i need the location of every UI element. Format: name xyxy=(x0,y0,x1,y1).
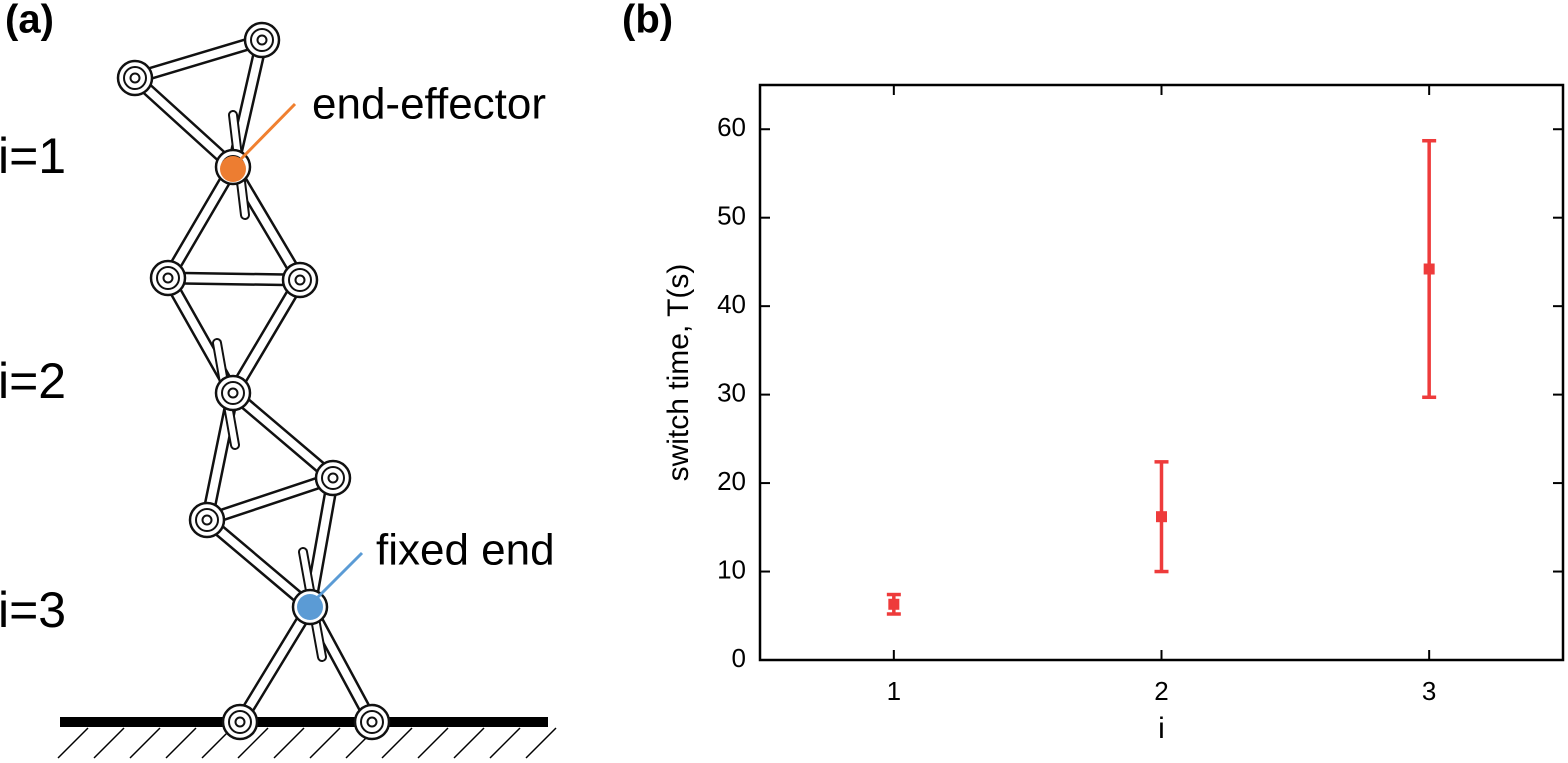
leader-line xyxy=(238,102,297,162)
link-inner xyxy=(131,74,237,171)
joint-ring xyxy=(123,66,147,90)
plot-frame xyxy=(758,83,1565,662)
joint-ring xyxy=(228,710,252,734)
x-axis-label: i xyxy=(1158,712,1165,745)
y-tick-label: 60 xyxy=(717,112,746,142)
end-effector-point xyxy=(220,156,246,182)
fixed-end-point xyxy=(297,594,323,620)
annotation: end-effector xyxy=(312,80,546,129)
joint-ring xyxy=(156,266,180,290)
panel-label: (a) xyxy=(5,0,54,42)
y-axis-label: switch time, T(s) xyxy=(662,264,695,482)
joint-ring xyxy=(221,381,245,405)
annotation: fixed end xyxy=(376,526,555,575)
joint-core xyxy=(162,272,174,284)
joint-ring xyxy=(195,508,219,532)
x-tick-label: 1 xyxy=(887,676,901,706)
chart: 0 10 20 30 40 50 60 1 2 3 i switch time, T(s) xyxy=(662,83,1565,745)
link-inner xyxy=(203,474,337,524)
links xyxy=(128,33,379,729)
joint-core xyxy=(227,387,239,399)
data-point xyxy=(888,598,900,610)
level-label: i=2 xyxy=(0,353,66,409)
y-tick-label: 40 xyxy=(717,289,746,319)
panel-label: (b) xyxy=(622,0,673,42)
joint-core xyxy=(294,274,306,286)
link-inner xyxy=(164,163,237,282)
link-inner xyxy=(229,276,304,397)
y-tick-label: 0 xyxy=(732,643,746,673)
y-tick-label: 20 xyxy=(717,466,746,496)
link-inner xyxy=(131,36,266,82)
data-point xyxy=(1156,511,1167,523)
y-tick-label: 30 xyxy=(717,377,746,407)
x-tick-label: 3 xyxy=(1422,676,1436,706)
data-point xyxy=(1423,263,1435,275)
joints xyxy=(116,21,391,741)
joint-core xyxy=(256,34,268,46)
y-tick-label: 10 xyxy=(717,554,746,584)
joint-ring xyxy=(360,710,384,734)
ground-hatch xyxy=(57,727,557,759)
joint-ring xyxy=(321,466,345,490)
y-tick-label: 50 xyxy=(717,201,746,231)
link-inner xyxy=(229,389,337,482)
leader-line xyxy=(313,551,364,602)
joint-core xyxy=(129,72,141,84)
level-label: i=1 xyxy=(0,128,66,184)
linkage-diagram: (a) i=1 i=2 i=3 end-effector fixed end xyxy=(0,0,557,759)
x-tick-label: 2 xyxy=(1154,676,1168,706)
link-inner xyxy=(203,516,314,611)
joint-core xyxy=(201,514,213,526)
joint-core xyxy=(366,716,378,728)
joint-ring xyxy=(250,28,274,52)
joint-ring xyxy=(288,268,312,292)
joint-core xyxy=(327,472,339,484)
joint-core xyxy=(234,716,246,728)
link-inner xyxy=(236,603,314,726)
level-label: i=3 xyxy=(0,582,66,638)
link-inner xyxy=(164,274,304,284)
